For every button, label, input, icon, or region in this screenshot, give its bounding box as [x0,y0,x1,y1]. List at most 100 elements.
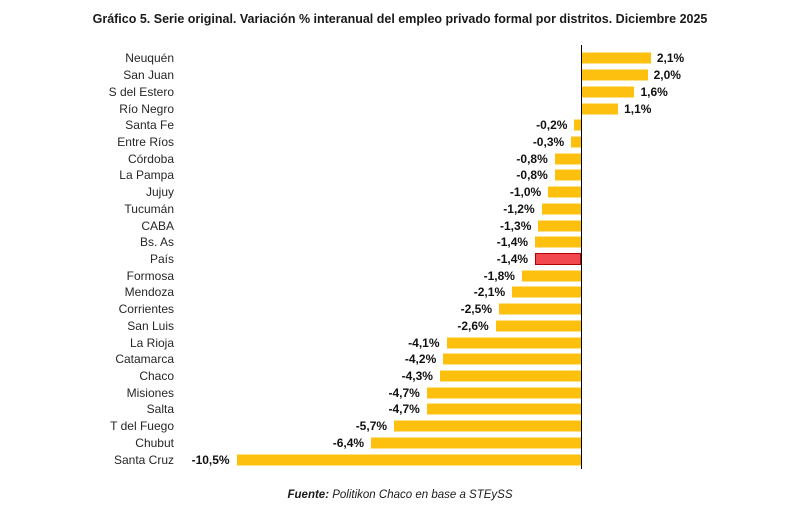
category-label: San Juan [123,68,174,83]
value-label: -1,3% [500,218,532,233]
value-label: -6,4% [332,435,365,450]
category-label: CABA [141,218,174,233]
plot-area: -2,1% [180,284,800,301]
category-label: S del Estero [108,84,174,99]
value-label: -1,4% [496,251,529,266]
chart-row: San Luis -2,6% [0,318,800,335]
plot-area: -1,8% [180,267,800,284]
value-label: -1,4% [496,235,529,250]
plot-area: 1,6% [180,83,800,100]
bar [541,203,581,215]
plot-area: -4,7% [180,401,800,418]
value-label: -4,2% [404,352,437,367]
chart-row: Formosa -1,8% [0,267,800,284]
chart-row: País -1,4% [0,251,800,268]
plot-area: -4,3% [180,368,800,385]
bar [574,119,581,131]
chart-row: Río Negro 1,1% [0,100,800,117]
chart-row: Corrientes -2,5% [0,301,800,318]
category-label: Entre Ríos [117,134,174,149]
chart-row: Bs. As -1,4% [0,234,800,251]
plot-area: -0,8% [180,150,800,167]
chart-row: San Juan 2,0% [0,67,800,84]
bar [495,320,581,332]
bar-highlighted [535,252,581,265]
chart-rows: Neuquén 2,1% San Juan 2,0% S del Estero 1,6% R… [0,50,800,468]
value-label: -0,8% [516,168,548,183]
plot-area: -0,2% [180,117,800,134]
chart-row: Misiones -4,7% [0,384,800,401]
value-label: -0,8% [516,151,548,166]
category-label: Santa Fe [125,118,174,133]
category-label: Misiones [126,385,174,400]
bar [554,169,581,181]
value-label: -1,2% [503,201,535,216]
category-label: Mendoza [124,285,174,300]
category-label: La Pampa [119,168,174,183]
chart-row: Neuquén 2,1% [0,50,800,67]
plot-area: -6,4% [180,435,800,452]
value-label: 1,6% [640,84,668,99]
bar [582,103,619,115]
chart-row: Santa Cruz -10,5% [0,451,800,468]
plot-area: -1,4% [180,234,800,251]
bar [571,136,581,148]
bar [426,403,581,415]
plot-area: -1,4% [180,251,800,268]
chart-row: Santa Fe -0,2% [0,117,800,134]
value-label: -5,7% [355,419,388,434]
plot-area: -1,2% [180,200,800,217]
chart-row: Tucumán -1,2% [0,200,800,217]
plot-area: -2,6% [180,318,800,335]
value-label: 1,1% [624,101,652,116]
category-label: Corrientes [118,302,174,317]
value-label: -1,8% [483,268,515,283]
bar [535,236,581,248]
bar [443,353,581,365]
chart-row: T del Fuego -5,7% [0,418,800,435]
source-prefix: Fuente: [287,489,330,501]
chart-row: Córdoba -0,8% [0,150,800,167]
category-label: T del Fuego [110,419,174,434]
value-label: -2,1% [473,285,506,300]
plot-area: -10,5% [180,451,800,468]
category-label: Catamarca [115,352,174,367]
value-label: 2,1% [656,51,685,66]
bar [394,420,581,432]
value-label: -2,6% [457,318,489,333]
category-label: San Luis [127,318,174,333]
plot-area: -1,0% [180,184,800,201]
bar [426,387,581,399]
chart-row: Chubut -6,4% [0,435,800,452]
category-label: Córdoba [127,151,174,166]
category-label: Río Negro [119,101,174,116]
bar [439,370,581,382]
value-label: -4,3% [401,369,433,384]
chart-row: La Pampa -0,8% [0,167,800,184]
bar [521,270,581,282]
chart-row: S del Estero 1,6% [0,83,800,100]
plot-area: -4,1% [180,334,800,351]
category-label: Santa Cruz [113,452,174,467]
category-label: La Rioja [129,335,174,350]
value-label: -4,1% [408,335,440,350]
category-label: Tucumán [124,201,174,216]
category-label: Chubut [135,435,174,450]
category-label: País [149,251,174,266]
plot-area: -5,7% [180,418,800,435]
category-label: Bs. As [139,235,174,250]
chart-row: Catamarca -4,2% [0,351,800,368]
value-label: -2,5% [460,302,492,317]
plot-area: 2,1% [180,50,800,67]
chart-title: Gráfico 5. Serie original. Variación % i… [92,12,708,26]
bar [499,303,581,315]
value-label: -0,2% [536,118,568,133]
category-label: Neuquén [125,51,174,66]
bar [538,220,581,232]
category-label: Jujuy [145,185,174,200]
source-text: Politikon Chaco en base a STEySS [329,489,513,501]
bar [371,437,581,449]
plot-area: -4,7% [180,384,800,401]
bar [236,454,581,466]
bar [582,52,651,64]
